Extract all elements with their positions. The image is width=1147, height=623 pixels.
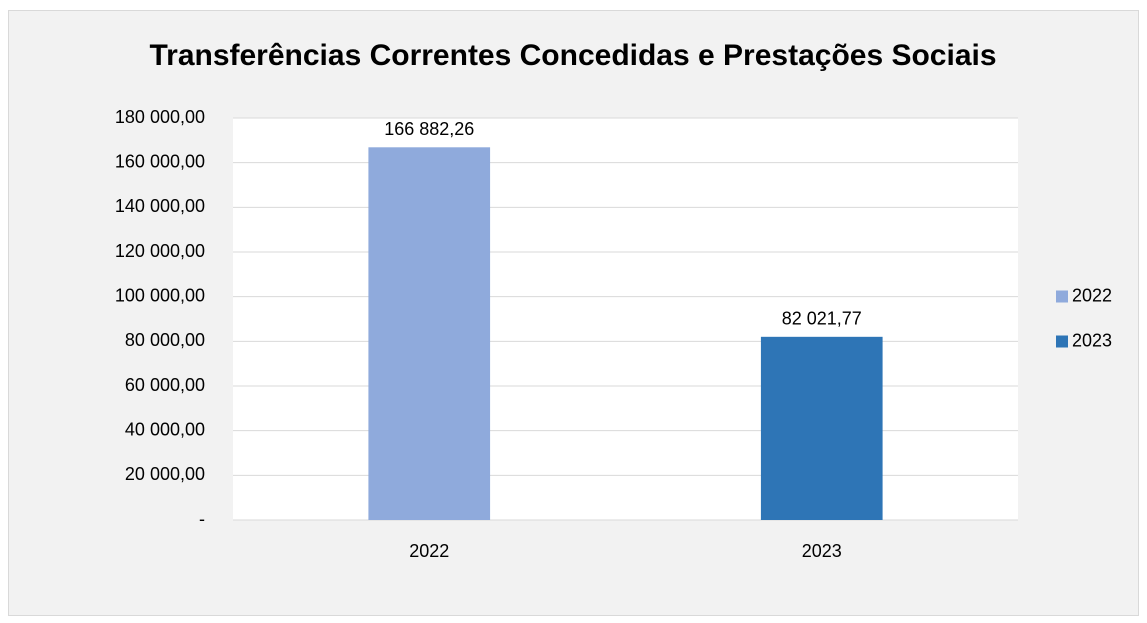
y-tick-label: 180 000,00: [115, 107, 205, 127]
y-tick-label: 140 000,00: [115, 196, 205, 216]
y-tick-label: 60 000,00: [125, 375, 205, 395]
y-tick-label: 120 000,00: [115, 241, 205, 261]
y-tick-label: 160 000,00: [115, 151, 205, 171]
legend-label: 2022: [1072, 285, 1112, 305]
legend-label: 2023: [1072, 330, 1112, 350]
data-label: 166 882,26: [384, 119, 474, 139]
data-label: 82 021,77: [782, 309, 862, 329]
x-tick-label: 2023: [802, 541, 842, 561]
y-tick-label: 100 000,00: [115, 285, 205, 305]
y-tick-label: 20 000,00: [125, 464, 205, 484]
y-tick-label: 40 000,00: [125, 419, 205, 439]
y-tick-label: -: [199, 509, 205, 529]
bar: [368, 147, 491, 521]
x-tick-label: 2022: [409, 541, 449, 561]
plot-area: [233, 118, 1018, 520]
legend-swatch: [1056, 290, 1068, 303]
chart-title: Transferências Correntes Concedidas e Pr…: [149, 39, 996, 72]
legend-swatch: [1056, 335, 1068, 348]
y-tick-label: 80 000,00: [125, 330, 205, 350]
bar: [760, 336, 883, 520]
